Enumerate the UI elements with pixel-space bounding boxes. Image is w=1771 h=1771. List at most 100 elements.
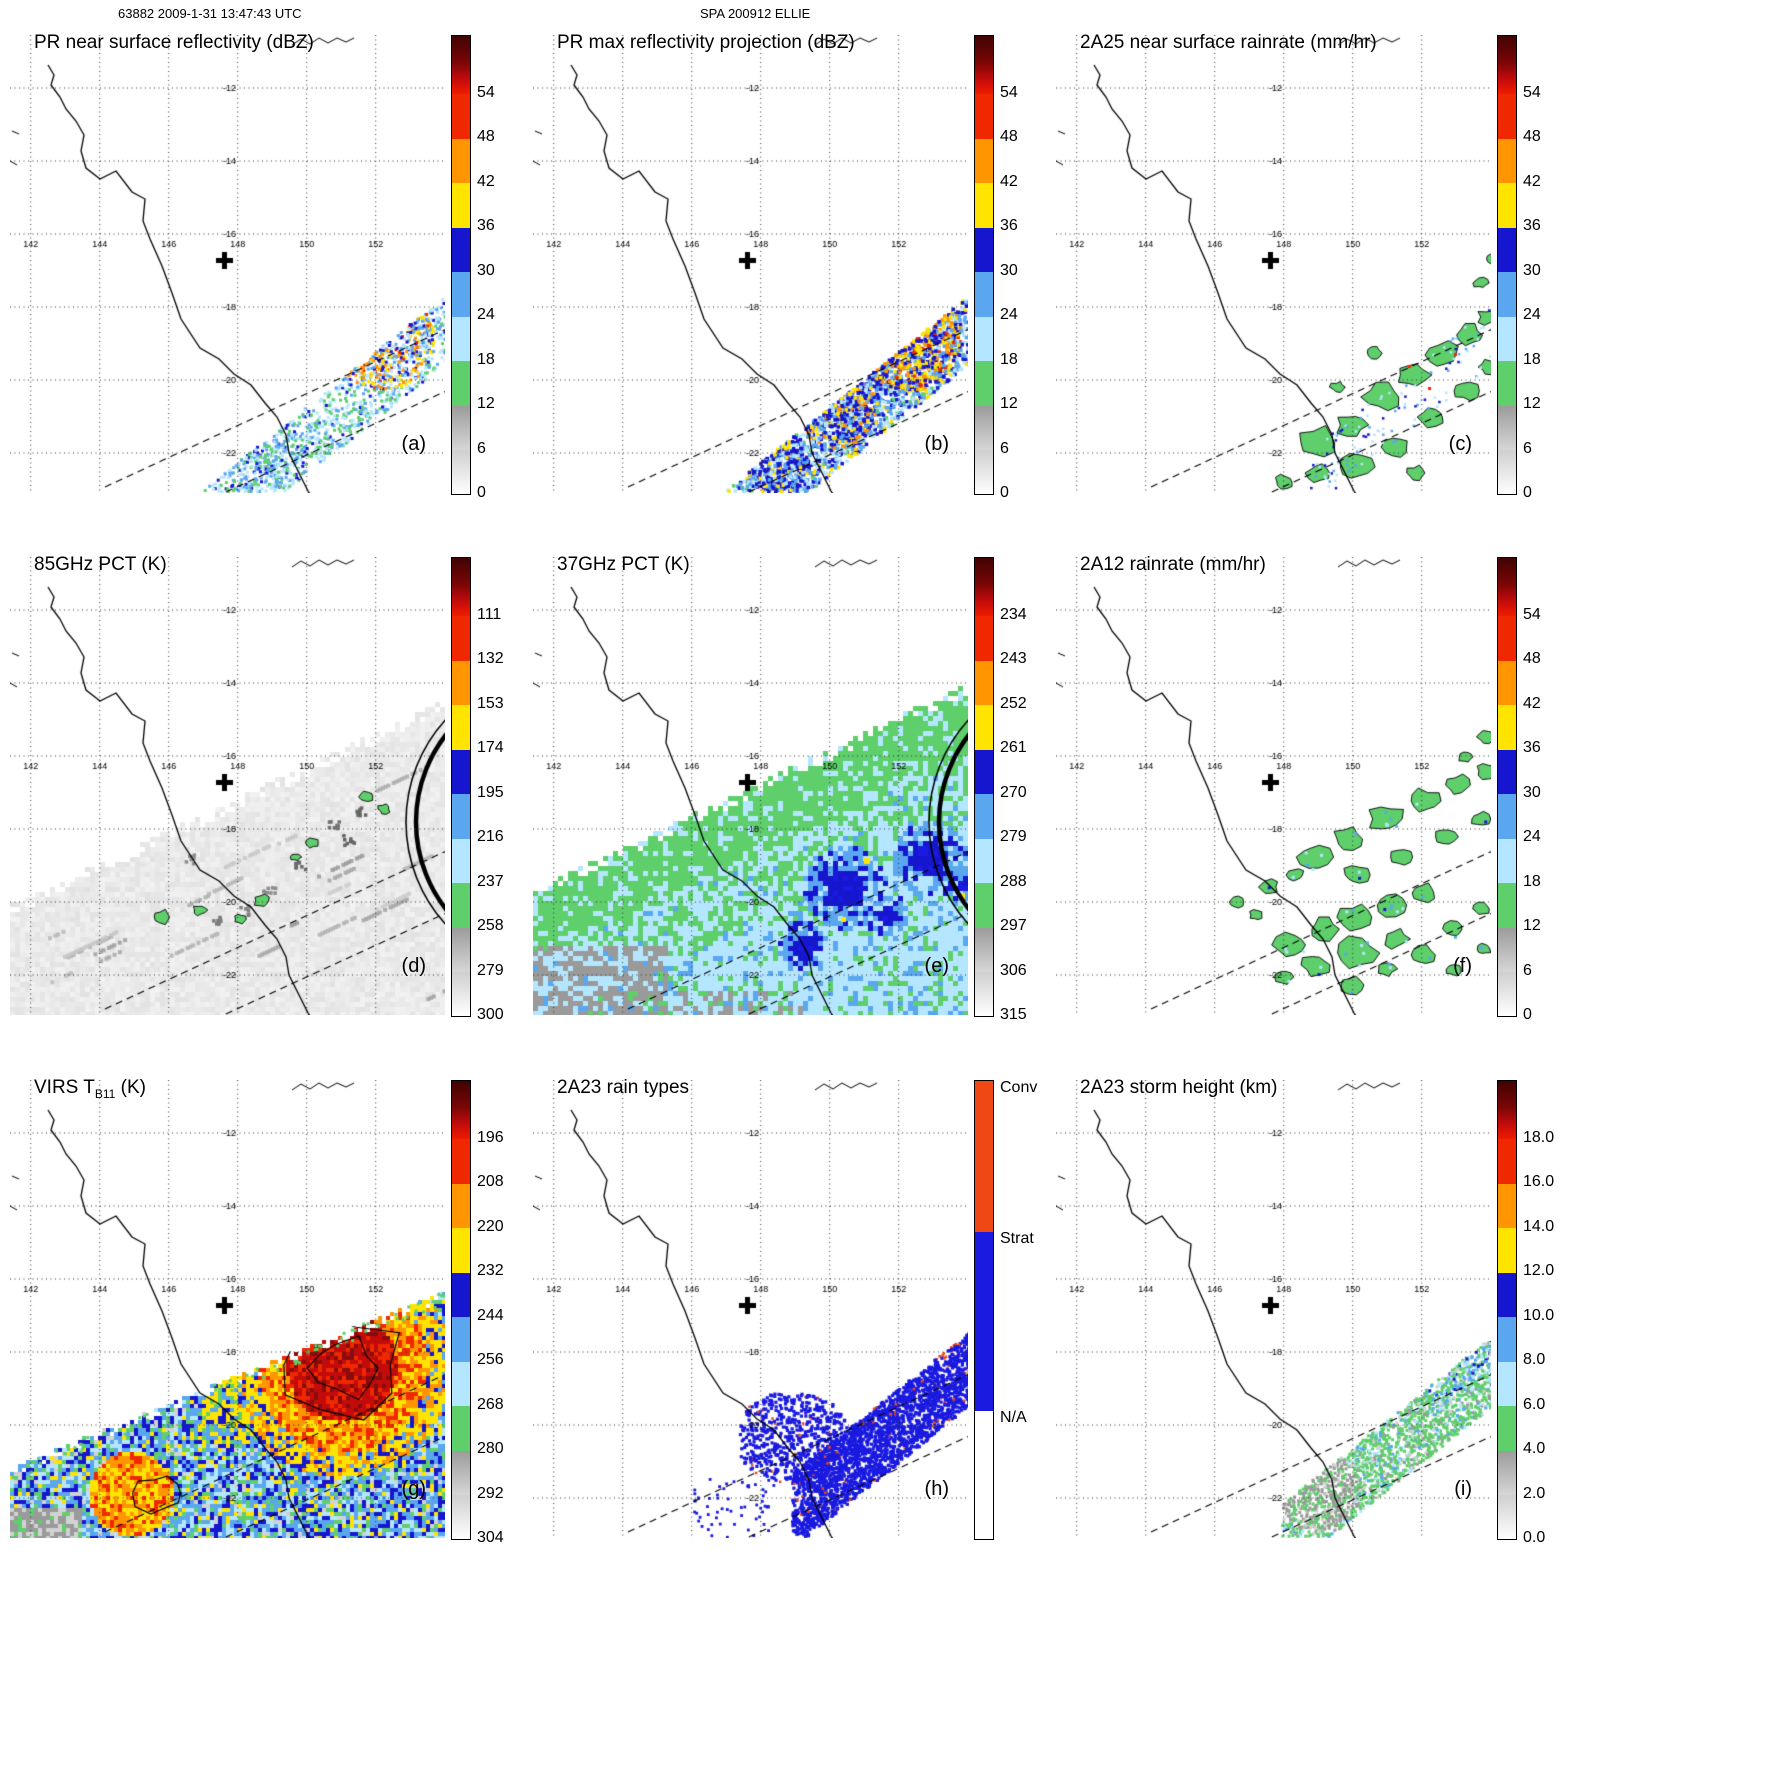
colorbar-category-label: N/A [1000, 1408, 1027, 1426]
colorbar-tick: 261 [1000, 739, 1027, 757]
colorbar-segment [452, 1227, 470, 1273]
panel-title: PR near surface reflectivity (dBZ) [34, 32, 314, 53]
colorbar-segment [975, 838, 993, 884]
colorbar-b [974, 35, 994, 495]
colorbar-tick: 304 [477, 1529, 504, 1546]
colorbar-tick: 30 [1000, 261, 1018, 279]
colorbar-tick: 270 [1000, 783, 1027, 801]
colorbar-tick: 292 [477, 1484, 504, 1502]
colorbar-segment [975, 660, 993, 706]
colorbar-segment [1498, 1272, 1516, 1318]
colorbar-segment [975, 793, 993, 839]
colorbar-tick: 6.0 [1523, 1395, 1546, 1413]
colorbar-segment [975, 94, 993, 139]
map-g [10, 1080, 445, 1538]
colorbar-tick: 36 [1523, 217, 1541, 235]
panel-title: 2A25 near surface rainrate (mm/hr) [1080, 32, 1377, 53]
colorbar-tick: 48 [477, 128, 495, 146]
colorbar-tick: 36 [1000, 217, 1018, 235]
colorbar-segment [452, 1139, 470, 1184]
colorbar-segment [1498, 616, 1516, 661]
colorbar-tick: 0.0 [1523, 1529, 1546, 1546]
colorbar-segment [975, 971, 993, 1016]
colorbar-tick: 24 [477, 306, 495, 324]
colorbar-segment [1498, 793, 1516, 839]
colorbar-cap [452, 36, 470, 94]
colorbar-tick: 12 [477, 395, 495, 413]
colorbar-tick: 244 [477, 1306, 504, 1324]
colorbar-segment [1498, 882, 1516, 928]
map-c [1056, 35, 1491, 493]
panel-i: 2A23 storm height (km) (i) 18.0 16.0 14.0 12.… [1056, 1077, 1586, 1552]
colorbar-segment [452, 1272, 470, 1318]
colorbar-tick: 30 [477, 261, 495, 279]
colorbar-segment [452, 704, 470, 750]
colorbar-tick: 42 [1523, 694, 1541, 712]
colorbar-tick: 18 [1523, 872, 1541, 890]
colorbar-segment [1498, 1450, 1516, 1496]
colorbar-segment [452, 94, 470, 139]
colorbar-tick: 315 [1000, 1006, 1027, 1023]
colorbar-tick: 279 [477, 961, 504, 979]
colorbar-tick: 48 [1000, 128, 1018, 146]
colorbar-tick: 4.0 [1523, 1440, 1546, 1458]
colorbar-tick: 174 [477, 739, 504, 757]
colorbar-tick: 54 [1523, 84, 1541, 101]
panel-letter: (i) [1454, 1478, 1472, 1500]
panel-title: 37GHz PCT (K) [557, 554, 690, 575]
colorbar-tick: 279 [1000, 828, 1027, 846]
colorbar-cap [1498, 36, 1516, 94]
map-d [10, 557, 445, 1015]
colorbar-tick: 30 [1523, 261, 1541, 279]
storm-id-header: SPA 200912 ELLIE [700, 6, 811, 21]
colorbar-cap [452, 558, 470, 616]
orbit-timestamp-header: 63882 2009-1-31 13:47:43 UTC [118, 6, 302, 21]
colorbar-segment [1498, 405, 1516, 451]
colorbar-tick: 12 [1000, 395, 1018, 413]
colorbar-tick: 18 [477, 350, 495, 368]
colorbar-tick: 36 [1523, 739, 1541, 757]
colorbar-tick: 300 [477, 1006, 504, 1023]
colorbar-segment-Strat [975, 1232, 993, 1411]
colorbar-category-label: Strat [1000, 1230, 1034, 1248]
colorbar-segment [452, 838, 470, 884]
colorbar-tick: 10.0 [1523, 1306, 1555, 1324]
colorbar-tick: 0 [1523, 484, 1532, 501]
colorbar-tick: 306 [1000, 961, 1027, 979]
colorbar-segment [1498, 182, 1516, 228]
colorbar-e [974, 557, 994, 1017]
colorbar-tick: 216 [477, 828, 504, 846]
panel-letter: (e) [924, 955, 949, 977]
colorbar-tick: 0 [477, 484, 486, 501]
colorbar-category-label: Conv [1000, 1079, 1038, 1096]
colorbar-segment [975, 138, 993, 184]
colorbar-segment [452, 271, 470, 317]
colorbar-segment [1498, 704, 1516, 750]
colorbar-segment [452, 405, 470, 451]
colorbar-tick: 30 [1523, 783, 1541, 801]
colorbar-tick: 24 [1523, 828, 1541, 846]
colorbar-segment [452, 316, 470, 362]
colorbar-segment [1498, 227, 1516, 273]
colorbar-segment [1498, 927, 1516, 973]
colorbar-tick: 48 [1523, 128, 1541, 146]
colorbar-f [1497, 557, 1517, 1017]
panel-title: 2A23 storm height (km) [1080, 1077, 1278, 1098]
colorbar-tick: 12 [1523, 917, 1541, 935]
colorbar-tick: 24 [1000, 306, 1018, 324]
colorbar-segment [1498, 449, 1516, 494]
colorbar-tick: 42 [477, 172, 495, 190]
colorbar-segment [975, 616, 993, 661]
colorbar-cap [975, 558, 993, 616]
panel-title: PR max reflectivity projection (dBZ) [557, 32, 855, 53]
colorbar-segment [975, 182, 993, 228]
colorbar-tick: 220 [477, 1217, 504, 1235]
colorbar-segment [452, 616, 470, 661]
colorbar-segment [452, 138, 470, 184]
colorbar-segment [452, 1183, 470, 1229]
colorbar-segment [452, 971, 470, 1016]
colorbar-segment [975, 882, 993, 928]
panel-title: VIRS TB11 (K) [34, 1077, 146, 1101]
colorbar-tick: 54 [1523, 606, 1541, 623]
